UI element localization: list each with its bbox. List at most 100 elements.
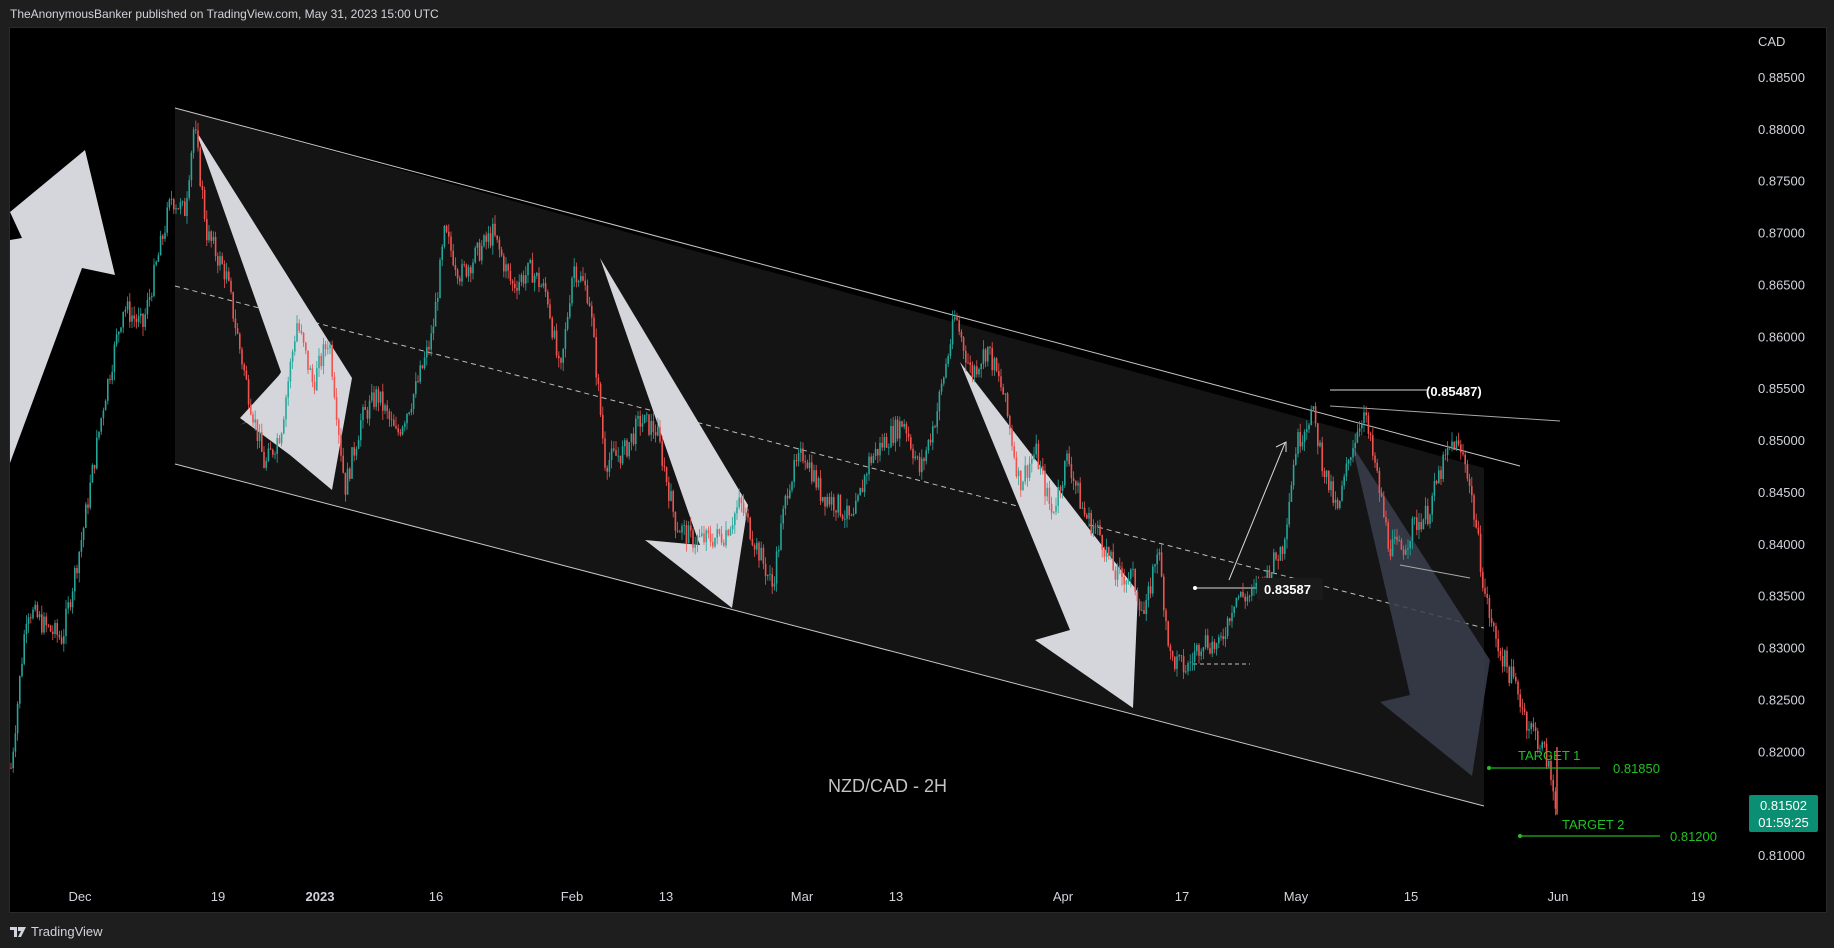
candle-body <box>694 545 696 548</box>
candle-body <box>401 426 404 435</box>
candle-body <box>313 382 316 391</box>
candle-body <box>1121 567 1123 577</box>
channel-mid-line[interactable] <box>174 285 1485 629</box>
candle-body <box>690 525 692 531</box>
candle-body <box>1537 731 1539 749</box>
candle-body <box>448 231 450 237</box>
candle-body <box>1339 500 1341 509</box>
candle-body <box>1103 549 1106 557</box>
candle-body <box>1112 551 1114 571</box>
candle-body <box>1455 440 1458 450</box>
candle-body <box>705 530 707 543</box>
candle-body <box>1383 496 1385 518</box>
candle-body <box>811 462 813 482</box>
candle-body <box>1471 485 1473 496</box>
candle-body <box>56 622 58 635</box>
candle-body <box>591 305 593 318</box>
candle-body <box>1176 656 1178 669</box>
candle-body <box>1213 641 1216 650</box>
candle-body <box>1268 569 1271 583</box>
last-price-countdown: 01:59:25 <box>1758 815 1809 830</box>
candle-body <box>643 414 646 424</box>
candle-body <box>555 330 558 356</box>
candle-body <box>822 497 824 501</box>
candle-body <box>1350 457 1352 461</box>
resistance-line-slope[interactable] <box>1329 405 1561 422</box>
candle-body <box>1068 453 1070 465</box>
candle-body <box>1039 466 1042 470</box>
candle-body <box>305 342 307 351</box>
channel-upper-line[interactable] <box>174 107 1521 467</box>
candle-body <box>1493 623 1495 627</box>
y-tick-label: 0.86000 <box>1758 329 1805 344</box>
candle-body <box>1224 636 1227 640</box>
candle-body <box>648 414 650 435</box>
candle-body <box>1433 480 1436 496</box>
candle-body <box>1110 551 1112 556</box>
candle-body <box>16 703 19 734</box>
candle-body <box>412 394 415 409</box>
candle-body <box>936 411 938 428</box>
candle-body <box>1462 452 1464 455</box>
candle-body <box>261 432 263 452</box>
candle-body <box>399 432 402 435</box>
candle-body <box>1363 412 1365 424</box>
candle-body <box>1435 480 1438 484</box>
support-line-slope[interactable] <box>1399 564 1471 579</box>
candle-body <box>1237 596 1240 598</box>
candle-body <box>767 575 769 577</box>
tradingview-logo[interactable]: TradingView <box>10 924 103 939</box>
candle-body <box>905 423 908 434</box>
candle-body <box>780 523 782 550</box>
candle-body <box>1152 566 1154 594</box>
candle-body <box>353 447 355 456</box>
y-tick-label: 0.86500 <box>1758 277 1805 292</box>
candle-body <box>745 512 747 514</box>
candle-body <box>38 614 41 618</box>
candle-body <box>1398 540 1400 541</box>
candle-body <box>375 389 377 407</box>
candle-body <box>113 344 116 372</box>
candle-body <box>373 392 375 407</box>
candle-body <box>520 275 523 282</box>
candle-body <box>1464 454 1466 465</box>
candle-body <box>212 236 215 241</box>
candle-body <box>1127 578 1130 581</box>
y-axis[interactable]: 0.88500 0.88000 0.87500 0.87000 0.86500 0.860… <box>1758 70 1805 863</box>
candle-body <box>1486 593 1488 598</box>
candle-body <box>1156 554 1158 565</box>
candle-body <box>137 315 140 323</box>
candle-body <box>1301 441 1304 447</box>
candle-body <box>1306 429 1308 432</box>
candle-body <box>272 449 274 455</box>
candle-body <box>1246 596 1249 602</box>
candle-body <box>1550 760 1552 780</box>
candle-body <box>318 355 320 369</box>
candle-body <box>650 421 652 435</box>
candle-body <box>298 323 300 331</box>
candle-body <box>340 434 342 456</box>
candle-body <box>47 625 50 627</box>
candle-body <box>569 303 571 318</box>
candle-body <box>1200 651 1202 656</box>
candle-body <box>1475 519 1477 528</box>
candle-body <box>907 433 910 438</box>
candle-body <box>131 315 133 322</box>
candle-body <box>151 296 153 298</box>
candle-body <box>201 185 204 191</box>
candle-body <box>1499 651 1502 656</box>
channel-lower-line[interactable] <box>174 463 1485 807</box>
candle-body <box>159 235 162 256</box>
candle-body <box>404 423 406 427</box>
candle-body <box>406 413 408 424</box>
candle-body <box>857 495 859 501</box>
candle-body <box>478 242 481 261</box>
candle-body <box>1292 464 1295 486</box>
x-axis[interactable]: Dec 19 2023 16 Feb 13 Mar 13 Apr 17 May 15 Jun 19 <box>68 889 1705 904</box>
candle-body <box>621 446 624 464</box>
candle-body <box>844 519 846 520</box>
candle-body <box>756 542 758 550</box>
candle-body <box>344 472 347 495</box>
candle-body <box>12 751 14 769</box>
